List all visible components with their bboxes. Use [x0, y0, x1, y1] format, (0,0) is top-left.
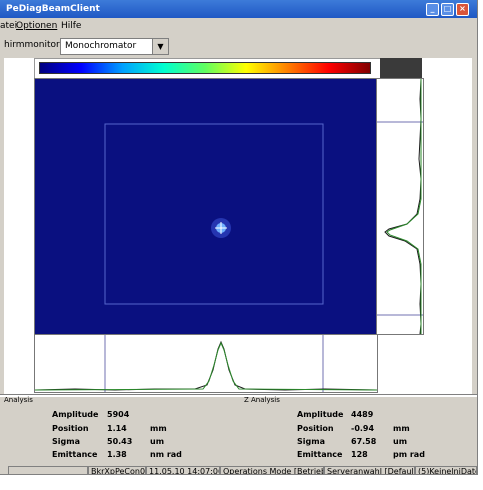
analysis-z-label: Sigma [297, 437, 325, 446]
status-cell-file: (5)KeinelniDatei [415, 466, 477, 474]
analysis-x-unit: um [150, 437, 165, 446]
minimize-icon[interactable]: _ [426, 3, 439, 16]
monitor-label: hirmmonitor [4, 40, 60, 50]
analysis-z-unit: pm rad [393, 450, 425, 459]
analysis-z-label: Emittance [297, 450, 343, 459]
z-profile-fit [386, 79, 422, 334]
analysis-x-label: Position [52, 424, 89, 433]
separator [0, 394, 477, 397]
monitor-select-value: Monochromator [65, 41, 137, 51]
beam-view [4, 58, 472, 394]
menu-hilfe[interactable]: Hilfe [61, 21, 82, 31]
analysis-z-label: Position [297, 424, 334, 433]
close-icon[interactable]: × [456, 3, 469, 16]
x-profile-fit [34, 341, 378, 391]
analysis-x-value: 1.38 [107, 450, 127, 459]
analysis-x-unit: mm [150, 424, 167, 433]
beam-image [34, 78, 378, 335]
analysis-x-label: Emittance [52, 450, 98, 459]
status-cell-server: Serveranwahl [Default] [324, 466, 415, 474]
analysis-x-label: Sigma [52, 437, 80, 446]
analysis-x-unit: nm rad [150, 450, 182, 459]
x-profile-raw [34, 340, 378, 391]
maximize-icon[interactable]: □ [441, 3, 454, 16]
application-window: PeDiagBeamClient _ □ × atei Optionen Hil… [0, 0, 478, 475]
analysis-z-value: 4489 [351, 410, 374, 419]
window-title: PeDiagBeamClient [6, 4, 100, 14]
status-cell-mode: Operations Mode [Betrieb] [220, 466, 324, 474]
status-bar: BkrXpPeCon05 11.05.10 14:07:06 Operation… [0, 466, 477, 474]
analysis-z-unit: mm [393, 424, 410, 433]
analysis-x-title: Analysis [4, 396, 33, 404]
roi-rectangle [104, 123, 324, 305]
analysis-x-value: 50.43 [107, 437, 133, 446]
z-profile-svg [377, 78, 423, 335]
z-profile-raw [384, 78, 422, 335]
analysis-z-label: Amplitude [297, 410, 344, 419]
status-cell-empty [8, 466, 88, 474]
title-bar[interactable]: PeDiagBeamClient _ □ × [0, 0, 477, 18]
colorbar [39, 62, 371, 74]
beam-image-svg [104, 123, 324, 305]
analysis-z-value: 128 [351, 450, 368, 459]
monitor-select[interactable]: Monochromator ▼ [60, 38, 169, 55]
analysis-z-value: 67.58 [351, 437, 377, 446]
analysis-z-unit: um [393, 437, 408, 446]
colorbar-frame [34, 58, 382, 80]
x-profile-svg [34, 335, 378, 392]
analysis-x-value: 1.14 [107, 424, 127, 433]
analysis-z-value: -0.94 [351, 424, 375, 433]
chevron-down-icon[interactable]: ▼ [152, 39, 168, 54]
analysis-z-title: Z Analysis [244, 396, 280, 404]
status-cell-time: 11.05.10 14:07:06 [146, 466, 220, 474]
menu-optionen[interactable]: Optionen [16, 21, 58, 31]
toolbar: hirmmonitor Monochromator ▼ [0, 36, 477, 56]
menu-bar: atei Optionen Hilfe [0, 18, 477, 34]
colorbar-end [380, 58, 422, 78]
x-profile-plot [34, 334, 378, 393]
analysis-x-value: 5904 [107, 410, 130, 419]
menu-datei[interactable]: atei [0, 21, 18, 31]
z-profile-plot [376, 78, 424, 335]
status-cell-host: BkrXpPeCon05 [88, 466, 146, 474]
analysis-x-label: Amplitude [52, 410, 99, 419]
